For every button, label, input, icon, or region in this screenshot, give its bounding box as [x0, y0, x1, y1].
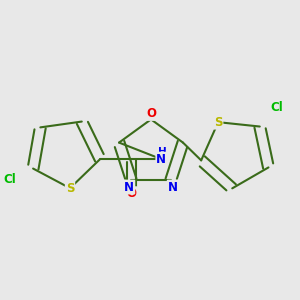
Text: Cl: Cl	[271, 101, 283, 114]
Text: S: S	[66, 182, 74, 195]
Text: O: O	[146, 107, 156, 120]
Text: N: N	[124, 181, 134, 194]
Text: Cl: Cl	[4, 173, 16, 186]
Text: O: O	[127, 187, 137, 200]
Text: N: N	[156, 153, 166, 166]
Text: N: N	[168, 181, 178, 194]
Text: H: H	[158, 147, 167, 157]
Text: S: S	[214, 116, 222, 129]
